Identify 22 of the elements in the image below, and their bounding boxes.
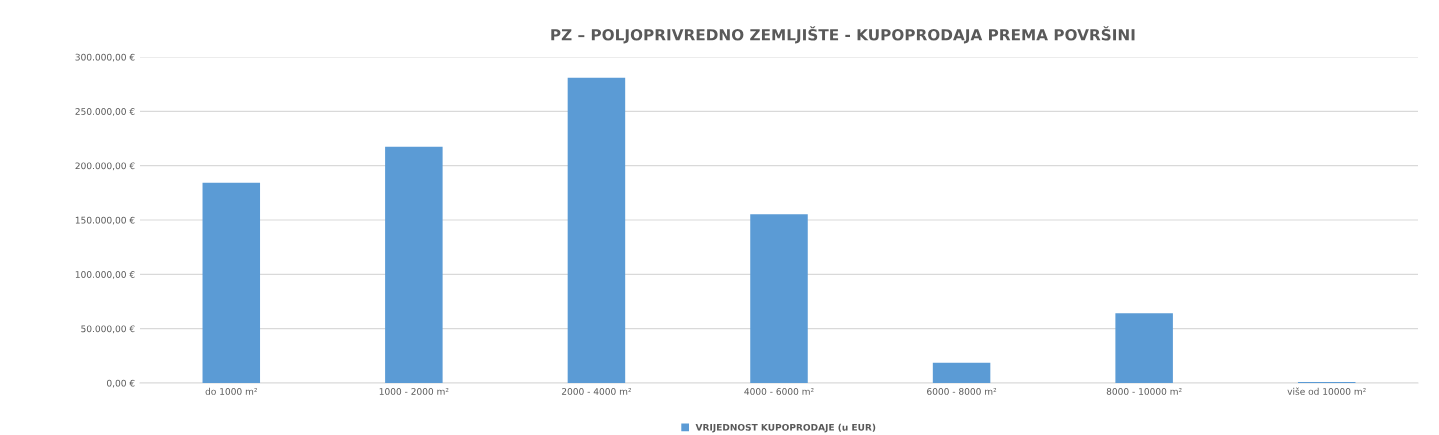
legend-label: VRIJEDNOST KUPOPRODAJE (u EUR) <box>695 423 876 433</box>
bar <box>567 77 626 383</box>
x-tick-label: 4000 - 6000 m² <box>744 388 814 395</box>
bar <box>1115 313 1173 383</box>
x-tick-label: do 1000 m² <box>205 387 257 395</box>
x-tick-label: više od 10000 m² <box>1287 387 1366 395</box>
y-tick-label: 300.000,00 € <box>75 53 135 62</box>
y-tick-label: 200.000,00 € <box>75 162 135 171</box>
y-tick-label: 0,00 € <box>107 379 135 388</box>
x-tick-label: 2000 - 4000 m² <box>561 388 631 395</box>
bar <box>202 182 261 383</box>
x-tick-label: 8000 - 10000 m² <box>1106 388 1182 395</box>
y-tick-label: 100.000,00 € <box>75 271 135 279</box>
bar <box>385 146 443 383</box>
x-tick-label: 6000 - 8000 m² <box>927 388 997 395</box>
y-tick-label: 150.000,00 € <box>75 216 135 225</box>
bar <box>750 214 808 383</box>
y-tick-label: 50.000,00 € <box>81 325 135 334</box>
y-tick-label: 250.000,00 € <box>75 108 135 116</box>
x-tick-label: 1000 - 2000 m² <box>379 388 449 395</box>
chart-title: PZ – POLJOPRIVREDNO ZEMLJIŠTE - KUPOPRODAJA PREMA POVRŠINI <box>551 26 1135 44</box>
bar <box>932 362 991 383</box>
